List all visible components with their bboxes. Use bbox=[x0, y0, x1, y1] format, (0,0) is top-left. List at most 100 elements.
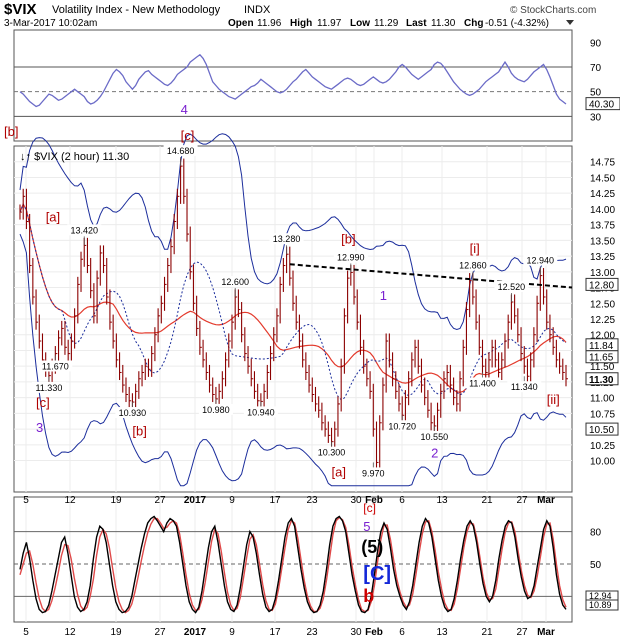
annotation-bg bbox=[465, 377, 500, 389]
wave-label: [a] bbox=[332, 464, 346, 479]
stoch-wave-label: [c] bbox=[363, 501, 376, 515]
date-label: 19 bbox=[110, 495, 122, 506]
date-label: 9 bbox=[229, 495, 235, 506]
price-tick-label: 10.75 bbox=[590, 409, 615, 420]
annotation-bg bbox=[198, 403, 233, 415]
wave-label: [b] bbox=[341, 232, 355, 247]
price-annotation: 11.400 bbox=[469, 378, 496, 388]
chg-value: -0.51 (-4.32%) bbox=[485, 18, 549, 29]
stockcharts-brand: © StockCharts.com bbox=[510, 5, 596, 16]
price-annotation: 10.550 bbox=[421, 432, 449, 442]
open-label: Open bbox=[228, 18, 254, 29]
annotation-bg bbox=[269, 233, 304, 245]
indicator-value-label: 40.30 bbox=[589, 100, 614, 111]
wave-label: [i] bbox=[470, 241, 480, 256]
datetime: 3-Mar-2017 10:02am bbox=[4, 18, 97, 29]
price-tick-label: 13.75 bbox=[590, 221, 615, 232]
value-badge-text: 11.84 bbox=[589, 341, 614, 352]
date-label: 17 bbox=[269, 495, 281, 506]
stoch-k-line bbox=[19, 515, 567, 614]
price-tick-label: 13.50 bbox=[590, 236, 615, 247]
price-series bbox=[19, 133, 573, 487]
stoch-wave-label: 5 bbox=[363, 519, 370, 534]
indicator-panel bbox=[13, 29, 573, 142]
date-label: 2017 bbox=[184, 495, 207, 506]
low-value: 11.29 bbox=[374, 18, 399, 29]
chart-header: $VIX Volatility Index - New Methodology … bbox=[4, 1, 596, 29]
indicator-tick-label: 90 bbox=[590, 38, 602, 49]
price-tick-label: 11.50 bbox=[590, 362, 615, 373]
price-annotation: 11.670 bbox=[42, 361, 69, 371]
indicator-line bbox=[19, 53, 567, 108]
open-value: 11.96 bbox=[257, 18, 282, 29]
date-label: 13 bbox=[436, 627, 448, 638]
value-badge-text: 11.30 bbox=[589, 375, 614, 386]
date-label: 27 bbox=[154, 495, 166, 506]
annotation-bg bbox=[356, 467, 391, 479]
annotation-bg bbox=[67, 224, 102, 236]
wave-label: [c] bbox=[36, 395, 50, 410]
high-value: 11.97 bbox=[317, 18, 342, 29]
stochastic-panel bbox=[13, 496, 573, 623]
price-annotation: 12.520 bbox=[498, 282, 526, 292]
price-annotation: 10.300 bbox=[318, 448, 346, 458]
exchange: INDX bbox=[244, 4, 271, 16]
value-badge-text: 10.50 bbox=[589, 425, 614, 436]
indicator-series bbox=[19, 53, 567, 108]
symbol: $VIX bbox=[4, 1, 37, 18]
last-value: 11.30 bbox=[431, 18, 456, 29]
annotation-bg bbox=[494, 281, 529, 293]
stoch-value-box bbox=[585, 599, 619, 611]
date-label: 30 bbox=[350, 495, 362, 506]
low-label: Low bbox=[350, 18, 370, 29]
date-label: 27 bbox=[516, 627, 528, 638]
value-badge-text: 12.80 bbox=[589, 280, 614, 291]
annotation-bg bbox=[38, 360, 73, 372]
price-annotation: 13.420 bbox=[70, 225, 98, 235]
stoch-wave-label: b bbox=[363, 586, 374, 606]
date-label: 9 bbox=[229, 627, 235, 638]
stoch-wave-label: (5) bbox=[361, 537, 383, 557]
date-label: Mar bbox=[537, 495, 555, 506]
price-annotation: 12.860 bbox=[459, 261, 487, 271]
date-label: 6 bbox=[399, 627, 405, 638]
value-badge-text: 11.65 bbox=[589, 353, 614, 364]
price-annotation: 11.340 bbox=[511, 382, 538, 392]
chevron-down-icon[interactable] bbox=[566, 20, 574, 25]
date-label: 21 bbox=[481, 627, 493, 638]
price-tick-label: 12.50 bbox=[590, 299, 615, 310]
annotation-bg bbox=[115, 407, 150, 419]
price-tick-label: 12.00 bbox=[590, 331, 615, 342]
date-label: 12 bbox=[64, 495, 76, 506]
wave-label: 1 bbox=[380, 288, 387, 303]
price-tick-label: 14.75 bbox=[590, 158, 615, 169]
price-annotation: 14.680 bbox=[167, 146, 195, 156]
date-label: 19 bbox=[110, 627, 122, 638]
price-annotation: 13.280 bbox=[273, 234, 301, 244]
price-series-label: ↓↑ $VIX (2 hour) 11.30 bbox=[20, 151, 129, 163]
annotation-bg bbox=[163, 145, 198, 157]
index-name: Volatility Index - New Methodology bbox=[52, 4, 221, 16]
date-label: 5 bbox=[23, 495, 29, 506]
date-label: 21 bbox=[481, 495, 493, 506]
price-series-label-text: $VIX (2 hour) 11.30 bbox=[34, 151, 129, 163]
price-annotation: 12.600 bbox=[221, 277, 249, 287]
price-tick-label: 13.25 bbox=[590, 252, 615, 263]
annotation-bg bbox=[218, 275, 253, 287]
value-badge bbox=[585, 277, 619, 291]
date-label: 12 bbox=[64, 627, 76, 638]
price-tick-label: 10.25 bbox=[590, 441, 615, 452]
price-annotation: 10.720 bbox=[388, 421, 416, 431]
stoch-value-label: 12.94 bbox=[589, 591, 612, 601]
wave-label: 4 bbox=[181, 102, 188, 117]
date-label: 30 bbox=[350, 627, 362, 638]
price-tick-label: 14.25 bbox=[590, 189, 615, 200]
annotation-bg bbox=[507, 381, 542, 393]
price-annotation: 9.970 bbox=[362, 468, 385, 478]
wave-label: 3 bbox=[36, 420, 43, 435]
price-tick-label: 10.00 bbox=[590, 457, 615, 468]
wave-labels: 14.680 13.420 13.280 12.990 12.860 12.940 12.6… bbox=[4, 102, 560, 606]
price-tick-label: 14.00 bbox=[590, 205, 615, 216]
price-annotation: 10.980 bbox=[202, 405, 230, 415]
indicator-tick-label: 70 bbox=[590, 63, 602, 74]
